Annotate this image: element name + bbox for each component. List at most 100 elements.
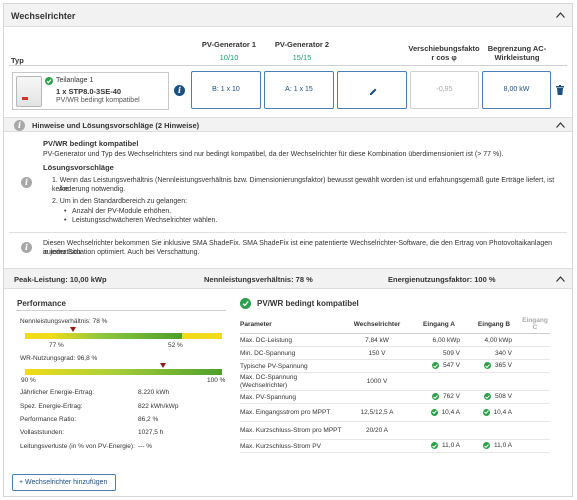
performance-row-label: Vollaststunden:	[20, 429, 65, 436]
col-cos-phi: Verschiebungsfakto r cos φ	[407, 44, 481, 62]
inverter-card[interactable]: Teilanlage 1 1 x STP8.0-3SE-40 PV/WR bed…	[12, 72, 169, 110]
divider	[16, 310, 226, 311]
input-c-cell	[520, 346, 550, 360]
input-a-cell	[410, 421, 468, 440]
performance-row-value: 822 kWh/kWp	[138, 403, 179, 410]
inverter-status: PV/WR bedingt kompatibel	[56, 97, 140, 104]
input-value: 508 V	[495, 393, 512, 401]
input-c-cell	[520, 333, 550, 347]
input-a-cell: 762 V	[410, 390, 468, 404]
table-row: Min. DC-Spannung 150 V 509 V 340 V	[240, 346, 550, 360]
check-icon	[484, 393, 491, 401]
hint-1-text: PV-Generator und Typ des Wechselrichters…	[43, 151, 504, 158]
hints-header[interactable]: i Hinweise und Lösungsvorschläge (2 Hinw…	[4, 117, 572, 132]
edit-button[interactable]	[337, 71, 407, 109]
hint-1-title: PV/WR bedingt kompatibel	[43, 139, 139, 148]
gauge-1-right: 52 %	[168, 342, 183, 349]
ac-limit-field[interactable]: 8,00 kW	[482, 71, 551, 109]
check-icon	[45, 77, 53, 85]
param-cell: Typische PV-Spannung	[240, 359, 344, 373]
input-b-cell	[468, 421, 520, 440]
input-b-cell: 4,00 kWp	[468, 333, 520, 347]
performance-row-value: 86,2 %	[138, 416, 159, 423]
compat-header: Eingang C	[520, 317, 550, 334]
inverter-image	[16, 76, 42, 107]
performance-row-label: Leitungsverluste (in % von PV-Energie):	[20, 443, 135, 450]
input-value: 340 V	[495, 349, 512, 357]
table-row: Max. Kurzschluss-Strom pro MPPT 20/20 A	[240, 421, 550, 440]
check-icon	[431, 442, 439, 450]
solution-1-line2: Änderung notwendig.	[59, 186, 126, 193]
pv-generator-1-field[interactable]: B: 1 x 10	[191, 71, 261, 109]
stats-bar[interactable]: Peak-Leistung: 10,00 kWp Nennleistungsve…	[4, 268, 572, 289]
check-icon	[484, 362, 491, 370]
hint-2-line2: in jeder Situation optimiert. Auch bei V…	[43, 249, 200, 256]
table-row: Max. DC-Spannung (Wechselrichter) 1000 V	[240, 372, 550, 391]
inverter-cell: 150 V	[344, 346, 410, 360]
param-cell: Max. Eingangsstrom pro MPPT	[240, 403, 344, 422]
input-b-cell: 10,4 A	[468, 403, 520, 422]
col-pv-generator-2: PV-Generator 2	[274, 40, 330, 49]
pv-generator-2-field[interactable]: A: 1 x 15	[264, 71, 334, 109]
table-row: Max. PV-Spannung 762 V 508 V	[240, 390, 550, 404]
gauge-1-marker	[70, 327, 76, 332]
hints-title: Hinweise und Lösungsvorschläge (2 Hinwei…	[32, 121, 200, 130]
input-value: 11,0 A	[442, 442, 460, 450]
performance-row-value: 8.220 kWh	[138, 389, 170, 396]
chevron-up-icon[interactable]	[556, 12, 565, 20]
info-icon[interactable]: i	[174, 85, 185, 96]
check-icon	[432, 393, 439, 401]
performance-row-value: 1027,5 h	[138, 429, 164, 436]
performance-row-label: Spez. Energie-Ertrag:	[20, 403, 83, 410]
input-value: 547 V	[443, 362, 460, 370]
pv1-count: 10/10	[219, 53, 239, 62]
chevron-up-icon[interactable]	[556, 276, 565, 284]
input-c-cell	[520, 439, 550, 453]
input-value: 762 V	[443, 393, 460, 401]
input-c-cell	[520, 390, 550, 404]
col-ac-limit-line1: Begrenzung AC-	[487, 44, 547, 53]
trash-icon[interactable]	[556, 85, 564, 97]
input-a-cell: 10,4 A	[410, 403, 468, 422]
pv2-count: 15/15	[292, 53, 312, 62]
input-value: 10,4 A	[441, 408, 460, 416]
param-cell: Max. DC-Spannung (Wechselrichter)	[240, 372, 344, 391]
panel-header[interactable]: Wechselrichter	[4, 4, 572, 27]
input-a-cell: 6,00 kWp	[410, 333, 468, 347]
input-value: 6,00 kWp	[432, 336, 460, 344]
chevron-up-icon[interactable]	[556, 122, 565, 130]
gauge-2-label: WR-Nutzungsgrad: 96,8 %	[20, 355, 98, 362]
check-icon	[240, 298, 251, 309]
solution-bullet-2: Leistungsschwächeren Wechselrichter wähl…	[72, 217, 218, 224]
check-icon	[483, 442, 491, 450]
input-value: 10,4 A	[493, 408, 512, 416]
gauge-2-left: 90 %	[21, 377, 36, 384]
add-inverter-button[interactable]: + Wechselrichter hinzufügen	[12, 474, 116, 491]
compat-header: Wechselrichter	[344, 317, 410, 334]
input-a-cell: 11,0 A	[410, 439, 468, 453]
col-cos-phi-line2: r cos φ	[431, 53, 457, 62]
bullet-dot: •	[64, 208, 67, 215]
inverter-panel: Wechselrichter Typ PV-Generator 1 10/10 …	[3, 3, 573, 497]
divider	[9, 232, 567, 233]
gauge-1-label: Nennleistungsverhältnis: 78 %	[20, 318, 108, 325]
cos-phi-field[interactable]: -0,95	[410, 71, 479, 109]
nominal-ratio: Nennleistungsverhältnis: 78 %	[204, 275, 313, 284]
compat-header: Eingang B	[468, 317, 520, 334]
gauge-2-right: 100 %	[207, 377, 226, 384]
input-b-cell: 365 V	[468, 359, 520, 373]
gauge-1-bar	[25, 333, 222, 339]
check-icon	[432, 362, 439, 370]
input-c-cell	[520, 403, 550, 422]
performance-row-value: --- %	[138, 443, 153, 450]
compat-header: Eingang A	[410, 317, 468, 334]
col-pv-generator-1: PV-Generator 1	[201, 40, 257, 49]
inverter-model: 1 x STP8.0-3SE-40	[56, 87, 122, 96]
input-c-cell	[520, 372, 550, 391]
info-icon: i	[14, 120, 25, 131]
panel-title: Wechselrichter	[11, 11, 76, 21]
peak-power: Peak-Leistung: 10,00 kWp	[14, 275, 107, 284]
input-b-cell: 340 V	[468, 346, 520, 360]
check-icon	[430, 408, 438, 416]
solution-bullet-1: Anzahl der PV-Module erhöhen.	[72, 208, 172, 215]
